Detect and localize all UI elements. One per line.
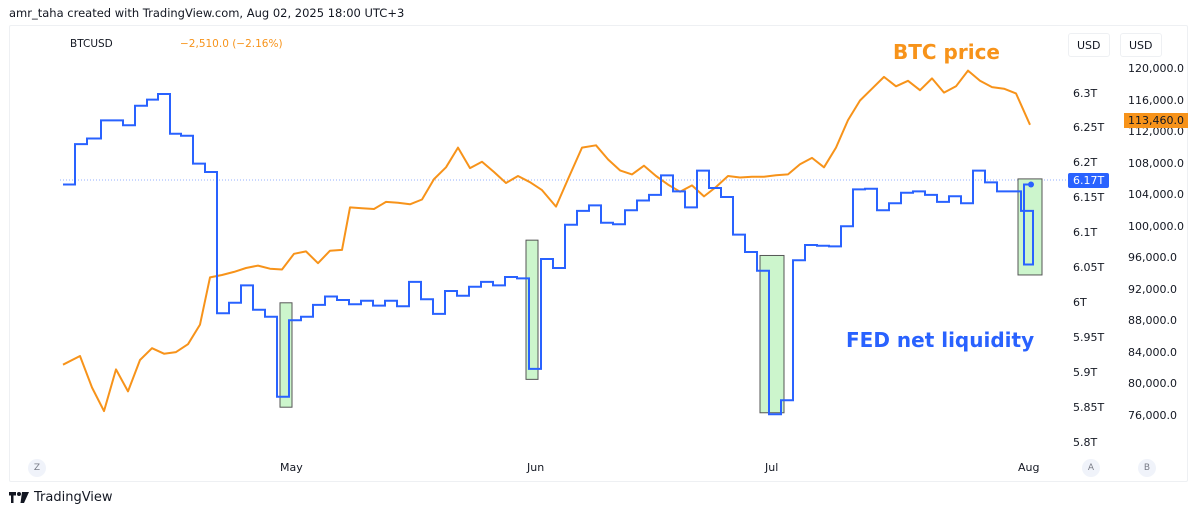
axis-b-tick: 96,000.0 — [1128, 251, 1177, 264]
symbol-legend: BTCUSD −2,510.0 (−2.16%) — [70, 38, 283, 50]
axis-a-tick: 6.15T — [1073, 191, 1105, 204]
axis-b-tick: 84,000.0 — [1128, 346, 1177, 359]
axis-b-tick: 76,000.0 — [1128, 409, 1177, 422]
axis-b-tick: 116,000.0 — [1128, 94, 1184, 107]
x-tick-jul: Jul — [765, 461, 779, 474]
fed-last-value-label: 6.17T — [1068, 173, 1110, 188]
axis-b-tick: 112,000.0 — [1128, 125, 1184, 138]
axis-b-tick: 80,000.0 — [1128, 377, 1177, 390]
symbol-name[interactable]: BTCUSD — [70, 38, 113, 50]
axis-a-tick: 5.95T — [1073, 331, 1105, 344]
axis-a-tick: 6.2T — [1073, 156, 1098, 169]
axis-b-tick: 100,000.0 — [1128, 220, 1184, 233]
auto-scale-a-button[interactable]: A — [1082, 459, 1100, 477]
x-tick-jun: Jun — [527, 461, 545, 474]
axis-a-tick: 6.3T — [1073, 87, 1098, 100]
highlight-box[interactable] — [759, 254, 785, 414]
chart-pane[interactable] — [9, 25, 1188, 482]
fed-liquidity-annotation: FED net liquidity — [846, 328, 1035, 352]
axis-b-tick: 104,000.0 — [1128, 188, 1184, 201]
axis-a-tick: 6T — [1073, 296, 1087, 309]
scale-b-currency-button[interactable]: USD — [1120, 33, 1162, 57]
axis-b-tick: 108,000.0 — [1128, 157, 1184, 170]
scale-a-currency-button[interactable]: USD — [1068, 33, 1110, 57]
price-change: −2,510.0 (−2.16%) — [180, 38, 283, 50]
fed-liquidity-step-line — [63, 93, 1034, 416]
brand-name: TradingView — [34, 490, 113, 505]
axis-a-tick: 6.1T — [1073, 226, 1098, 239]
axis-a-tick: 5.9T — [1073, 366, 1098, 379]
axis-b-tick: 88,000.0 — [1128, 314, 1177, 327]
zoom-reset-button[interactable]: Z — [28, 459, 46, 477]
tradingview-brand: TradingView — [9, 490, 113, 505]
highlight-boxes — [279, 178, 1043, 414]
btc-last-value-label: 113,460.0 — [1124, 113, 1188, 128]
axis-a-tick: 6.05T — [1073, 261, 1105, 274]
axis-a-tick: 5.85T — [1073, 401, 1105, 414]
btc-price-annotation: BTC price — [893, 40, 1000, 64]
axis-b-tick: 120,000.0 — [1128, 62, 1184, 75]
attribution-text: amr_taha created with TradingView.com, A… — [9, 6, 405, 20]
highlight-box[interactable] — [525, 239, 539, 380]
auto-scale-b-button[interactable]: B — [1138, 459, 1156, 477]
x-tick-aug: Aug — [1018, 461, 1040, 474]
axis-b-tick: 92,000.0 — [1128, 283, 1177, 296]
axis-a-tick: 5.8T — [1073, 436, 1098, 449]
fed-last-point-dot — [1028, 181, 1034, 188]
highlight-box[interactable] — [279, 302, 293, 408]
tradingview-logo-icon — [9, 492, 29, 503]
btc-price-line — [62, 69, 1031, 413]
axis-a-tick: 6.25T — [1073, 121, 1105, 134]
x-tick-may: May — [280, 461, 303, 474]
